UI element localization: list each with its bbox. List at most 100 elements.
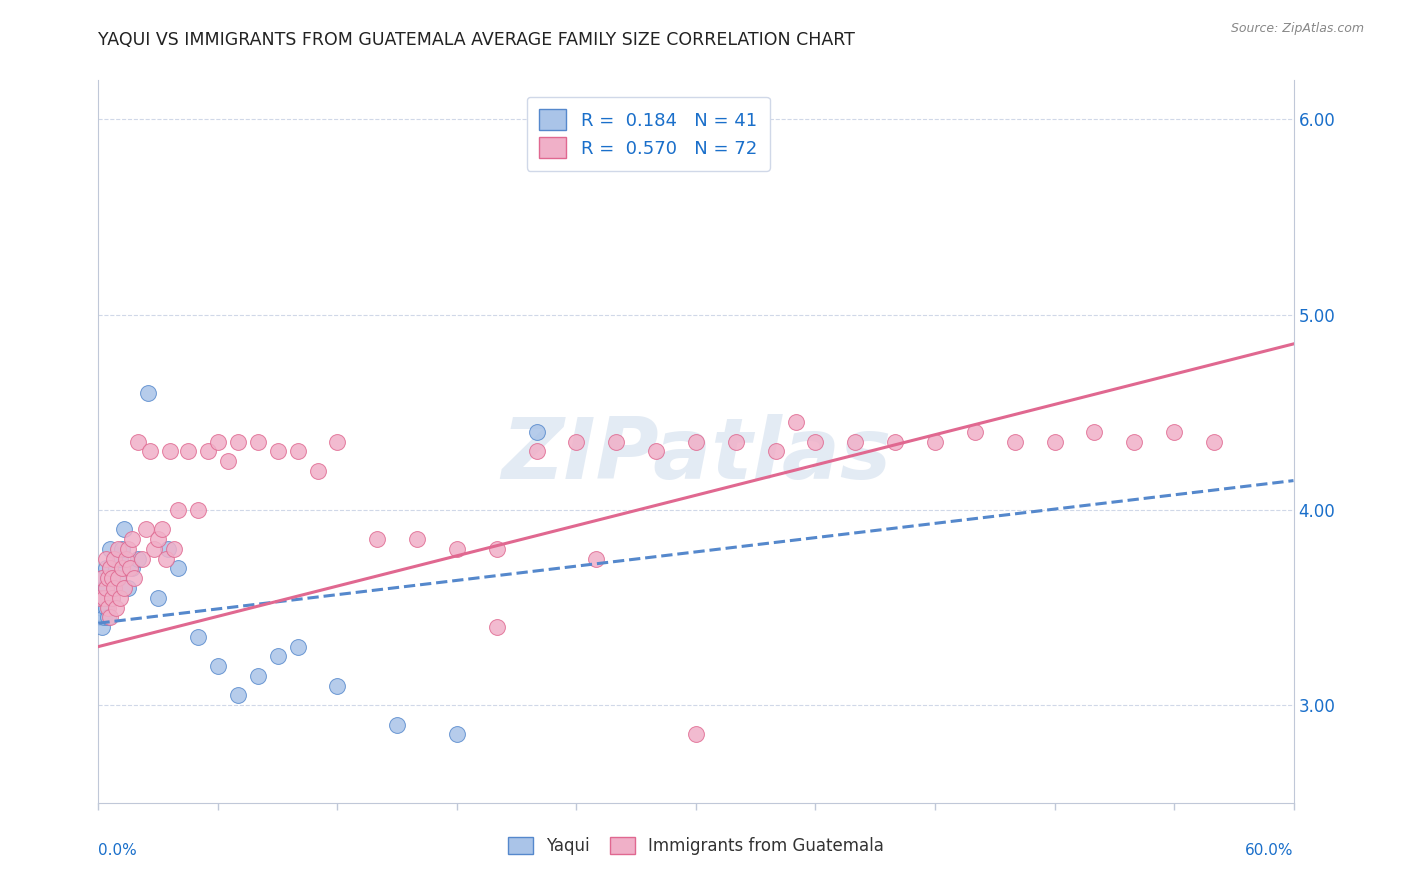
- Point: [110, 551, 132, 566]
- Point: [105, 600, 128, 615]
- Point: [96, 581, 118, 595]
- Point: [963, 425, 986, 439]
- Point: [91, 600, 114, 615]
- Point: [97, 571, 120, 585]
- Point: [585, 551, 607, 566]
- Point: [187, 503, 209, 517]
- Text: 60.0%: 60.0%: [1246, 843, 1294, 857]
- Point: [326, 679, 349, 693]
- Point: [127, 434, 149, 449]
- Point: [645, 444, 668, 458]
- Point: [97, 571, 120, 585]
- Point: [101, 571, 124, 585]
- Point: [103, 581, 125, 595]
- Point: [105, 561, 128, 575]
- Point: [226, 689, 249, 703]
- Legend: Yaqui, Immigrants from Guatemala: Yaqui, Immigrants from Guatemala: [499, 829, 893, 863]
- Point: [246, 669, 269, 683]
- Point: [177, 444, 200, 458]
- Point: [93, 581, 115, 595]
- Point: [1202, 434, 1225, 449]
- Point: [143, 541, 166, 556]
- Point: [287, 444, 309, 458]
- Point: [163, 541, 186, 556]
- Point: [96, 581, 118, 595]
- Point: [111, 561, 134, 575]
- Point: [326, 434, 349, 449]
- Point: [89, 591, 111, 605]
- Point: [155, 551, 177, 566]
- Point: [97, 591, 120, 605]
- Text: YAQUI VS IMMIGRANTS FROM GUATEMALA AVERAGE FAMILY SIZE CORRELATION CHART: YAQUI VS IMMIGRANTS FROM GUATEMALA AVERA…: [98, 31, 855, 49]
- Point: [187, 630, 209, 644]
- Point: [217, 454, 239, 468]
- Point: [110, 591, 132, 605]
- Point: [101, 571, 124, 585]
- Text: ZIPatlas: ZIPatlas: [501, 415, 891, 498]
- Point: [120, 561, 142, 575]
- Point: [1004, 434, 1026, 449]
- Point: [91, 620, 114, 634]
- Point: [115, 551, 138, 566]
- Point: [96, 561, 118, 575]
- Point: [724, 434, 747, 449]
- Point: [267, 649, 290, 664]
- Point: [93, 610, 115, 624]
- Point: [107, 571, 129, 585]
- Point: [91, 571, 114, 585]
- Text: Source: ZipAtlas.com: Source: ZipAtlas.com: [1230, 22, 1364, 36]
- Point: [1123, 434, 1146, 449]
- Point: [167, 503, 190, 517]
- Point: [307, 464, 329, 478]
- Point: [107, 541, 129, 556]
- Point: [485, 541, 508, 556]
- Point: [526, 425, 548, 439]
- Point: [167, 561, 190, 575]
- Point: [101, 591, 124, 605]
- Point: [685, 434, 707, 449]
- Point: [117, 541, 139, 556]
- Point: [844, 434, 866, 449]
- Point: [97, 610, 120, 624]
- Point: [526, 444, 548, 458]
- Point: [124, 571, 146, 585]
- Point: [446, 727, 468, 741]
- Point: [785, 415, 807, 429]
- Point: [98, 561, 122, 575]
- Point: [924, 434, 946, 449]
- Point: [136, 385, 159, 400]
- Point: [131, 551, 153, 566]
- Point: [98, 610, 122, 624]
- Point: [89, 610, 111, 624]
- Point: [226, 434, 249, 449]
- Point: [207, 659, 229, 673]
- Point: [93, 591, 115, 605]
- Point: [148, 532, 170, 546]
- Point: [103, 551, 125, 566]
- Point: [406, 532, 429, 546]
- Point: [97, 600, 120, 615]
- Point: [884, 434, 907, 449]
- Point: [287, 640, 309, 654]
- Point: [1083, 425, 1105, 439]
- Point: [148, 591, 170, 605]
- Point: [139, 444, 162, 458]
- Point: [207, 434, 229, 449]
- Point: [267, 444, 290, 458]
- Point: [111, 541, 134, 556]
- Point: [96, 551, 118, 566]
- Point: [197, 444, 219, 458]
- Point: [159, 444, 181, 458]
- Point: [93, 591, 115, 605]
- Point: [157, 541, 180, 556]
- Point: [135, 523, 157, 537]
- Point: [366, 532, 388, 546]
- Point: [121, 532, 143, 546]
- Point: [103, 581, 125, 595]
- Point: [96, 600, 118, 615]
- Point: [446, 541, 468, 556]
- Point: [765, 444, 787, 458]
- Point: [121, 561, 143, 575]
- Text: 0.0%: 0.0%: [98, 843, 138, 857]
- Point: [112, 581, 135, 595]
